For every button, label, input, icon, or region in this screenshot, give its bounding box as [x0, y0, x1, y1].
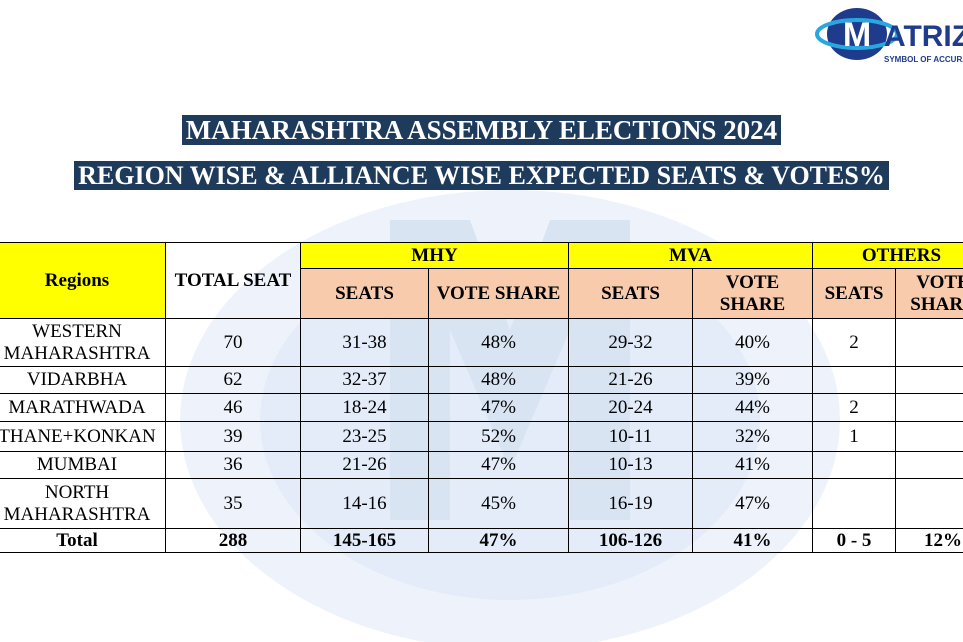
value-cell: 46 — [165, 393, 301, 422]
value-cell: 2 — [812, 318, 896, 367]
value-cell: 47% — [428, 393, 569, 422]
value-cell — [812, 366, 896, 394]
subheader: VOTE SHARE — [692, 268, 813, 319]
data-row: THANE+KONKAN 39 23-25 52% 10-11 32% 1 — [0, 421, 963, 452]
value-cell: 47% — [428, 451, 569, 479]
data-row: WESTERN MAHARASHTRA 70 31-38 48% 29-32 40% 2 — [0, 318, 963, 367]
value-cell: 2 — [812, 393, 896, 422]
value-cell: 16-19 — [568, 478, 693, 529]
value-cell: 21-26 — [300, 451, 429, 479]
value-cell: 40% — [692, 318, 813, 367]
data-row: NORTH MAHARASHTRA 35 14-16 45% 16-19 47% — [0, 478, 963, 529]
region-cell: WESTERN MAHARASHTRA — [0, 318, 166, 367]
value-cell — [894, 366, 963, 394]
value-cell: 48% — [428, 366, 569, 394]
value-cell: 14-16 — [300, 478, 429, 529]
total-cell: 288 — [165, 528, 301, 553]
title-box: MAHARASHTRA ASSEMBLY ELECTIONS 2024 — [0, 113, 963, 147]
region-cell: VIDARBHA — [0, 366, 166, 394]
total-cell: 12% — [894, 528, 963, 553]
logo: M ATRIZE SYMBOL OF ACCURACY — [812, 2, 963, 72]
data-row: MUMBAI 36 21-26 47% 10-13 41% — [0, 451, 963, 479]
value-cell — [894, 421, 963, 452]
value-cell: 44% — [692, 393, 813, 422]
logo-letter: M — [843, 16, 871, 54]
data-row: VIDARBHA 62 32-37 48% 21-26 39% — [0, 366, 963, 394]
total-cell: 106-126 — [568, 528, 693, 553]
total-cell: 0 - 5 — [812, 528, 896, 553]
total-row: Total 288 145-165 47% 106-126 41% 0 - 5 12% — [0, 528, 963, 553]
value-cell — [812, 478, 896, 529]
total-header: TOTAL SEAT — [165, 242, 301, 319]
value-cell: 20-24 — [568, 393, 693, 422]
logo-tagline: SYMBOL OF ACCURACY — [884, 55, 963, 64]
region-cell: MARATHWADA — [0, 393, 166, 422]
value-cell: 29-32 — [568, 318, 693, 367]
value-cell: 35 — [165, 478, 301, 529]
subtitle: REGION WISE & ALLIANCE WISE EXPECTED SEA… — [74, 161, 889, 190]
value-cell — [894, 451, 963, 479]
value-cell: 62 — [165, 366, 301, 394]
value-cell — [894, 318, 963, 367]
value-cell — [894, 478, 963, 529]
subheader: SEATS — [300, 268, 429, 319]
region-cell: NORTH MAHARASHTRA — [0, 478, 166, 529]
value-cell: 41% — [692, 451, 813, 479]
value-cell: 10-13 — [568, 451, 693, 479]
region-cell: MUMBAI — [0, 451, 166, 479]
value-cell: 39 — [165, 421, 301, 452]
region-header: Regions — [0, 242, 166, 319]
value-cell: 45% — [428, 478, 569, 529]
value-cell — [812, 451, 896, 479]
results-table: Regions TOTAL SEAT MHY MVA OTHERS SEATS VOTE S… — [0, 242, 963, 553]
value-cell: 10-11 — [568, 421, 693, 452]
value-cell: 1 — [812, 421, 896, 452]
total-cell: Total — [0, 528, 166, 553]
total-cell: 41% — [692, 528, 813, 553]
region-cell: THANE+KONKAN — [0, 421, 166, 452]
value-cell: 48% — [428, 318, 569, 367]
total-cell: 145-165 — [300, 528, 429, 553]
subheader: SEATS — [568, 268, 693, 319]
subheader: SEATS — [812, 268, 896, 319]
value-cell: 70 — [165, 318, 301, 367]
value-cell: 39% — [692, 366, 813, 394]
header-row: Regions TOTAL SEAT MHY MVA OTHERS — [0, 242, 963, 319]
data-row: MARATHWADA 46 18-24 47% 20-24 44% 2 — [0, 393, 963, 422]
logo-graphic: M ATRIZE SYMBOL OF ACCURACY — [815, 8, 963, 64]
value-cell: 52% — [428, 421, 569, 452]
value-cell: 18-24 — [300, 393, 429, 422]
value-cell: 32% — [692, 421, 813, 452]
title: MAHARASHTRA ASSEMBLY ELECTIONS 2024 — [181, 115, 782, 145]
subheader: VOTE SHARE — [894, 268, 963, 319]
total-cell: 47% — [428, 528, 569, 553]
value-cell: 21-26 — [568, 366, 693, 394]
group-header: OTHERS — [811, 242, 963, 269]
value-cell: 23-25 — [300, 421, 429, 452]
value-cell: 36 — [165, 451, 301, 479]
value-cell: 32-37 — [300, 366, 429, 394]
logo-text: ATRIZE — [884, 20, 963, 53]
group-header: MVA — [568, 242, 813, 269]
value-cell: 47% — [692, 478, 813, 529]
subtitle-box: REGION WISE & ALLIANCE WISE EXPECTED SEA… — [0, 160, 963, 192]
value-cell: 31-38 — [300, 318, 429, 367]
value-cell — [894, 393, 963, 422]
group-header: MHY — [300, 242, 569, 269]
subheader: VOTE SHARE — [428, 268, 569, 319]
